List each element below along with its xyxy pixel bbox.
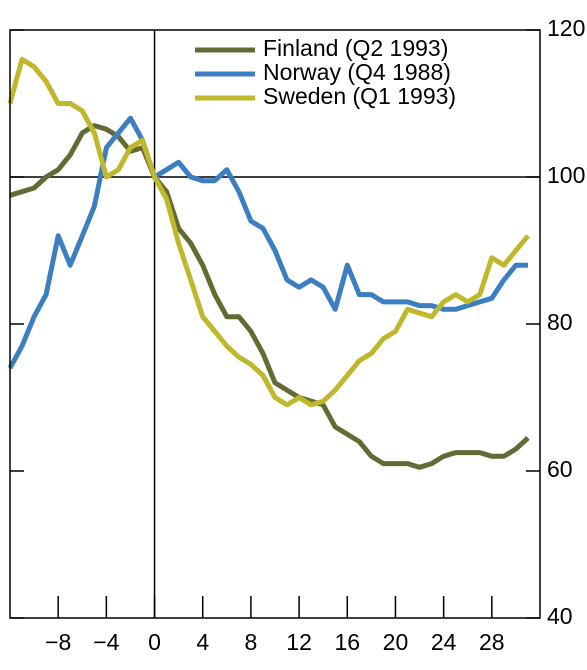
y-tick-label: 80 [547,309,573,335]
y-tick-label: 60 [547,456,573,482]
x-tick-label: 24 [431,629,457,655]
x-tick-label: 12 [286,629,312,655]
y-tick-label: 40 [547,603,573,629]
plot-frame [9,29,541,619]
x-tick-label: 20 [383,629,409,655]
legend-label: Sweden (Q1 1993) [263,83,456,109]
legend-label: Norway (Q4 1988) [263,59,451,85]
x-tick-label: 16 [334,629,360,655]
legend-label: Finland (Q2 1993) [263,35,448,61]
series-line [7,56,530,408]
x-tick-label: 8 [245,629,258,655]
x-tick-label: −8 [45,629,71,655]
series-line [9,123,530,470]
series-line [7,115,528,370]
x-tick-label: 0 [148,629,161,655]
x-tick-label: −4 [93,629,119,655]
x-tick-label: 4 [196,629,209,655]
y-tick-label: 120 [547,15,585,41]
x-tick-label: 28 [479,629,505,655]
y-tick-label: 100 [547,162,585,188]
